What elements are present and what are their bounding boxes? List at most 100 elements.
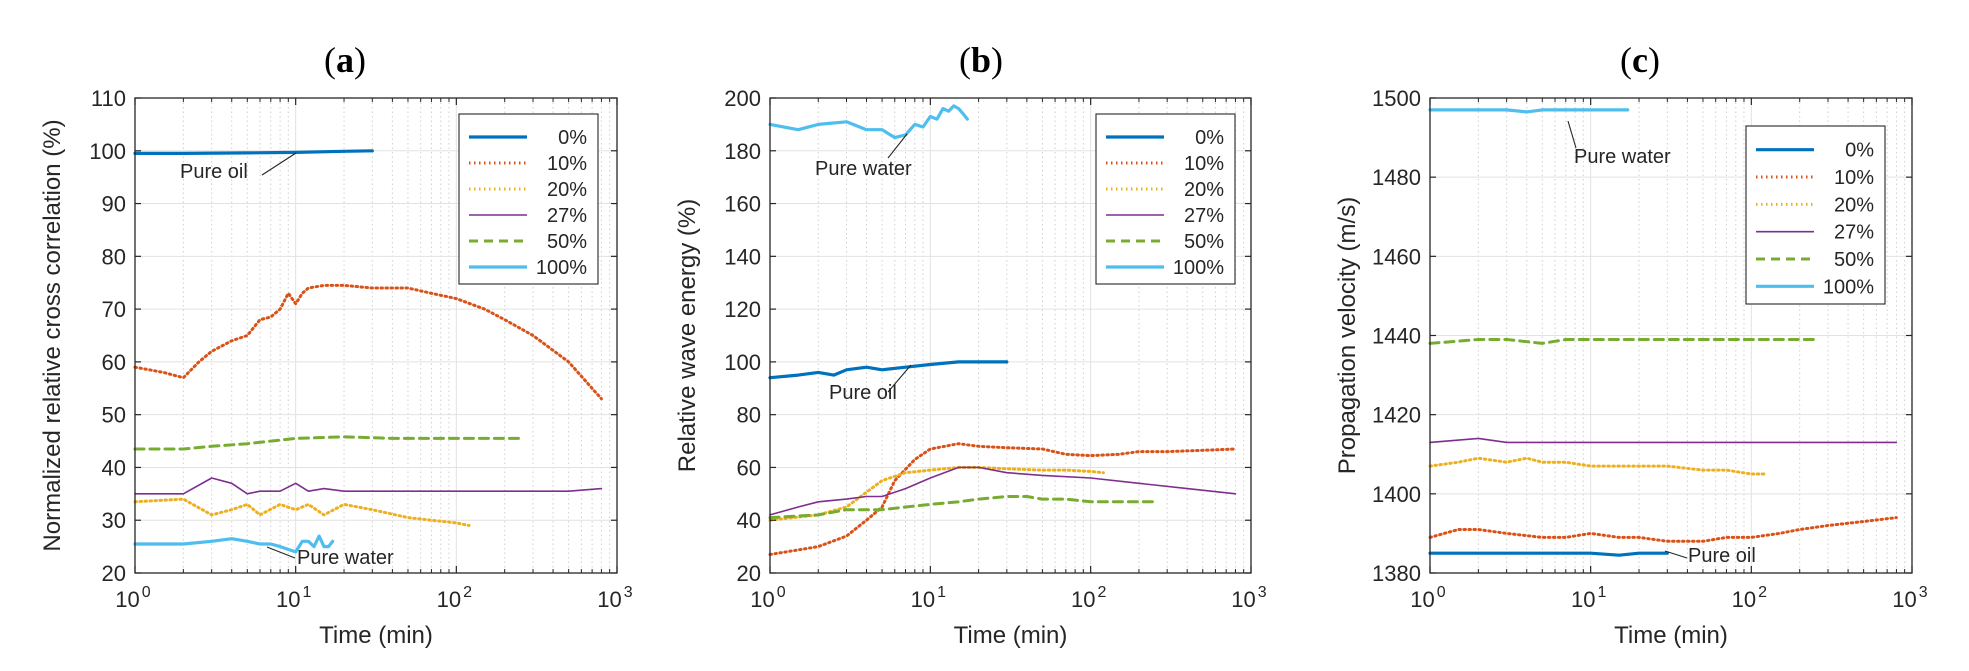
panel-title-letter: b bbox=[971, 40, 991, 80]
x-tick-label: 10 1 bbox=[276, 584, 311, 612]
annotation-leader-line bbox=[261, 152, 297, 176]
annotation-leader-line bbox=[1567, 120, 1577, 149]
legend-entry-label: 50% bbox=[1184, 231, 1224, 253]
x-tick-exponent: 1 bbox=[937, 584, 946, 601]
annotation-leader-line bbox=[887, 364, 912, 393]
y-tick-label: 60 bbox=[737, 455, 761, 480]
y-tick-label: 200 bbox=[724, 86, 761, 111]
legend-entry-label: 10% bbox=[1834, 167, 1874, 189]
legend-entry-label: 20% bbox=[1184, 179, 1224, 201]
series-line-27pct bbox=[769, 466, 1237, 516]
legend-entry-label: 10% bbox=[1184, 153, 1224, 175]
y-tick-label: 110 bbox=[91, 86, 126, 111]
series-line-27pct bbox=[134, 477, 603, 495]
x-tick-base: 10 bbox=[276, 587, 300, 612]
y-axis-label: Normalized relative cross correlation (%… bbox=[39, 119, 66, 551]
y-tick-label: 1480 bbox=[1372, 165, 1421, 190]
series-line-50pct bbox=[768, 495, 1156, 520]
series-line-20pct bbox=[1428, 456, 1766, 476]
x-tick-exponent: 0 bbox=[142, 584, 151, 601]
y-tick-label: 1420 bbox=[1372, 403, 1421, 428]
series-line-0pct bbox=[1428, 551, 1669, 557]
legend: 0% 10% 20% 27% 50% 100% bbox=[1745, 125, 1886, 305]
axes-frame bbox=[134, 97, 618, 574]
x-tick-base: 10 bbox=[115, 587, 139, 612]
x-tick-base: 10 bbox=[1410, 587, 1434, 612]
y-tick-label: 70 bbox=[102, 297, 126, 322]
y-tick-label: 80 bbox=[737, 403, 761, 428]
y-axis-label: Relative wave energy (%) bbox=[674, 199, 701, 472]
series-line-20pct bbox=[133, 497, 471, 527]
legend-entry-label: 50% bbox=[1834, 249, 1874, 271]
x-tick-base: 10 bbox=[1892, 587, 1916, 612]
x-tick-base: 10 bbox=[1231, 587, 1255, 612]
annotation-leader-line bbox=[887, 133, 908, 159]
x-tick-exponent: 2 bbox=[463, 584, 472, 601]
legend-entry-label: 27% bbox=[1834, 222, 1874, 244]
x-tick-label: 10 1 bbox=[1571, 584, 1606, 612]
annotation-label: Pure oil bbox=[180, 161, 248, 183]
annotation-label: Pure water bbox=[297, 547, 394, 569]
x-tick-exponent: 1 bbox=[302, 584, 311, 601]
legend-entry-label: 0% bbox=[1845, 140, 1874, 162]
series-line-100pct bbox=[1428, 108, 1630, 114]
series-line-10pct bbox=[133, 283, 603, 401]
y-tick-label: 80 bbox=[102, 244, 126, 269]
legend-entry-label: 100% bbox=[1173, 257, 1224, 279]
series-line-10pct bbox=[768, 442, 1237, 556]
x-tick-label: 10 3 bbox=[597, 584, 632, 612]
y-tick-label: 1380 bbox=[1372, 561, 1421, 586]
x-tick-label: 10 2 bbox=[1732, 584, 1767, 612]
x-axis-label: Time (min) bbox=[319, 622, 433, 649]
x-tick-base: 10 bbox=[437, 587, 461, 612]
y-tick-label: 160 bbox=[724, 192, 761, 217]
x-tick-base: 10 bbox=[597, 587, 621, 612]
legend-box bbox=[1745, 125, 1886, 305]
legend-entry-label: 50% bbox=[547, 231, 587, 253]
legend-entry-label: 27% bbox=[547, 205, 587, 227]
legend: 0% 10% 20% 27% 50% 100% bbox=[458, 113, 599, 285]
panel-title-letter: c bbox=[1632, 40, 1648, 80]
x-tick-base: 10 bbox=[1071, 587, 1095, 612]
axes-frame bbox=[769, 97, 1252, 574]
y-axis-label: Propagation velocity (m/s) bbox=[1334, 197, 1361, 474]
x-tick-label: 10 2 bbox=[437, 584, 472, 612]
series-line-10pct bbox=[1428, 516, 1898, 543]
legend-entry-label: 20% bbox=[547, 179, 587, 201]
y-tick-label: 60 bbox=[102, 350, 126, 375]
x-tick-exponent: 3 bbox=[1258, 584, 1267, 601]
series-line-27pct bbox=[1429, 437, 1898, 444]
y-tick-label: 40 bbox=[102, 455, 126, 480]
annotation-leader-line bbox=[266, 546, 296, 559]
y-tick-label: 20 bbox=[102, 561, 126, 586]
series-line-0pct bbox=[768, 360, 1009, 380]
annotation-label: Pure water bbox=[1574, 146, 1671, 168]
series-line-50pct bbox=[1428, 338, 1817, 345]
legend-box bbox=[458, 113, 599, 285]
series-line-0pct bbox=[133, 149, 374, 155]
y-tick-label: 40 bbox=[737, 508, 761, 533]
series-line-100pct bbox=[768, 104, 969, 140]
x-tick-exponent: 0 bbox=[777, 584, 786, 601]
x-tick-base: 10 bbox=[1571, 587, 1595, 612]
annotation-label: Pure oil bbox=[1688, 545, 1756, 567]
x-tick-label: 10 0 bbox=[115, 584, 150, 612]
series-line-50pct bbox=[133, 435, 522, 451]
panel-title-open: ( bbox=[1620, 40, 1632, 80]
legend-box bbox=[1095, 113, 1236, 285]
y-tick-label: 100 bbox=[89, 139, 126, 164]
x-axis-label: Time (min) bbox=[954, 622, 1068, 649]
x-tick-base: 10 bbox=[911, 587, 935, 612]
legend-entry-label: 100% bbox=[1823, 276, 1874, 298]
x-tick-exponent: 0 bbox=[1437, 584, 1446, 601]
legend-entry-label: 10% bbox=[547, 153, 587, 175]
x-axis-label: Time (min) bbox=[1614, 622, 1728, 649]
y-tick-label: 30 bbox=[102, 508, 126, 533]
legend-entry-label: 20% bbox=[1834, 194, 1874, 216]
panel-title-close: ) bbox=[1648, 40, 1660, 80]
panel-title-open: ( bbox=[324, 40, 336, 80]
y-tick-label: 1460 bbox=[1372, 244, 1421, 269]
y-tick-label: 100 bbox=[724, 350, 761, 375]
y-tick-label: 120 bbox=[724, 297, 761, 322]
